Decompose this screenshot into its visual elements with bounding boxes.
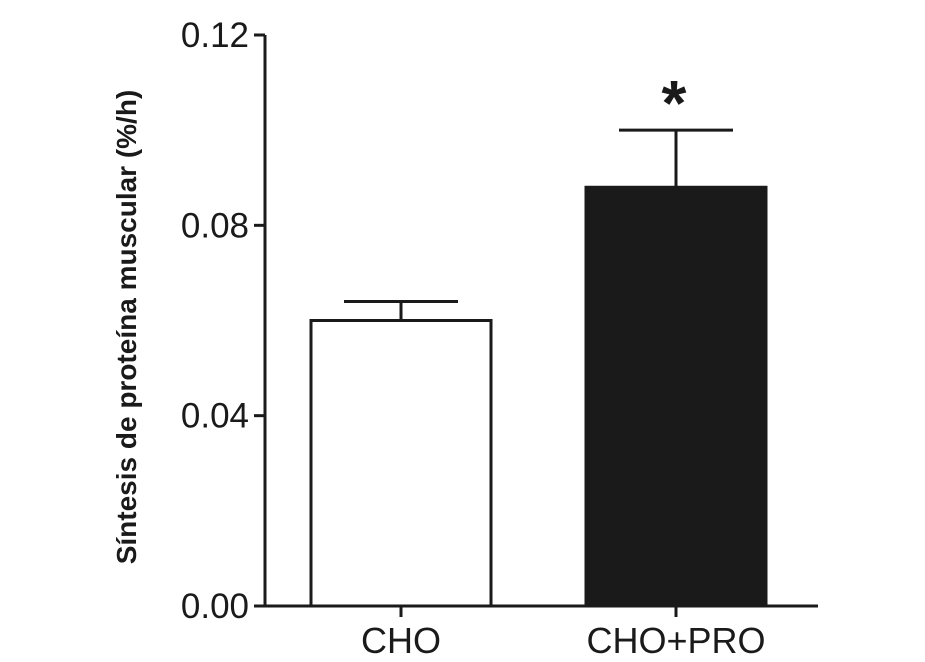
significance-asterisk: * xyxy=(662,67,687,139)
y-axis-title: Síntesis de proteína muscular (%/h) xyxy=(111,90,142,565)
annotations: * xyxy=(662,67,687,139)
y-tick-label: 0.00 xyxy=(181,587,249,626)
bar-cho-pro xyxy=(584,185,768,608)
y-axis: 0.00 0.04 0.08 0.12 xyxy=(181,16,267,626)
bars xyxy=(309,185,768,608)
y-tick-label: 0.08 xyxy=(181,206,249,245)
x-tick-label: CHO+PRO xyxy=(586,620,765,661)
y-tick-label: 0.04 xyxy=(181,397,249,436)
bar-cho xyxy=(309,319,493,608)
y-tick-label: 0.12 xyxy=(181,16,249,55)
x-axis: CHO CHO+PRO xyxy=(263,604,818,661)
error-bars xyxy=(344,128,733,321)
x-tick-label: CHO xyxy=(361,620,441,661)
